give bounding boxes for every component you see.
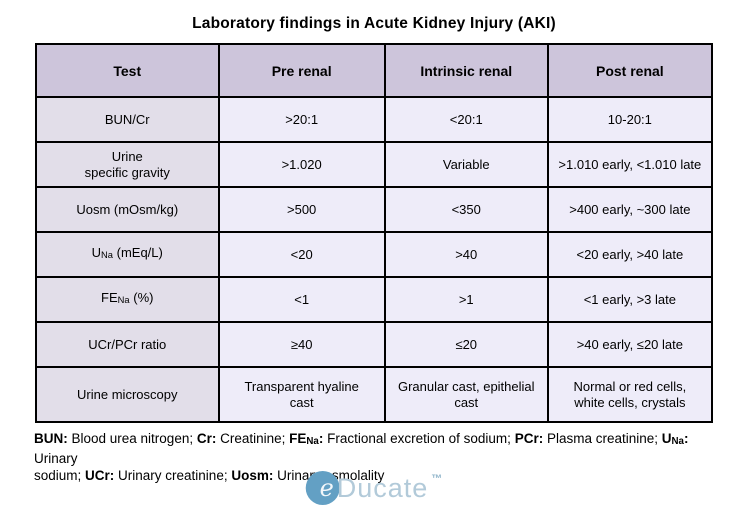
value-cell: Normal or red cells, white cells, crystal… [546,366,714,423]
value-cell: Transparent hyaline cast [217,366,386,423]
column-header: Post renal [546,43,714,98]
value-cell: >40 early, ≤20 late [546,321,714,368]
value-cell: ≤20 [383,321,549,368]
column-header: Pre renal [217,43,386,98]
value-cell: <20 [217,231,386,278]
educate-logo: e Ducate ™ [305,471,443,505]
table-row: Urine microscopy Transparent hyaline cast G… [35,366,714,423]
value-cell: Variable [383,141,549,188]
value-cell: >1.010 early, <1.010 late [546,141,714,188]
page-title: Laboratory findings in Acute Kidney Inju… [192,15,556,32]
value-cell: <1 early, >3 late [546,276,714,323]
value-cell: >500 [217,186,386,233]
value-cell: >400 early, ~300 late [546,186,714,233]
value-cell: 10-20:1 [546,96,714,143]
value-cell: ≥40 [217,321,386,368]
table-header-row: Test Pre renal Intrinsic renal Post renal [35,43,714,98]
table-row: Urine specific gravity >1.020 Variable >1.01… [35,141,714,188]
table-row: BUN/Cr >20:1 <20:1 10-20:1 [35,96,714,143]
value-cell: <20 early, >40 late [546,231,714,278]
logo-e-icon: e [305,471,340,505]
test-name-cell: Uosm (mOsm/kg) [35,186,220,233]
value-cell: Granular cast, epithelial cast [383,366,549,423]
value-cell: <20:1 [383,96,549,143]
value-cell: >20:1 [217,96,386,143]
logo-text: Ducate [336,472,429,503]
test-name-cell: UCr/PCr ratio [35,321,220,368]
test-name-cell: Urine specific gravity [35,141,220,188]
test-name-cell: UNa (mEq/L) [35,231,220,278]
column-header: Intrinsic renal [383,43,549,98]
value-cell: >40 [383,231,549,278]
test-name-cell: Urine microscopy [35,366,220,423]
table-row: FENa (%) <1 >1 <1 early, >3 late [35,276,714,323]
test-name-cell: BUN/Cr [35,96,220,143]
table-row: UNa (mEq/L) <20 >40 <20 early, >40 late [35,231,714,278]
test-name-cell: FENa (%) [35,276,220,323]
logo-initial: e [319,474,334,502]
value-cell: >1 [383,276,549,323]
value-cell: <350 [383,186,549,233]
column-header: Test [35,43,220,98]
aki-findings-table: Test Pre renal Intrinsic renal Post renal B… [35,43,714,423]
value-cell: <1 [217,276,386,323]
value-cell: >1.020 [217,141,386,188]
table-row: UCr/PCr ratio ≥40 ≤20 >40 early, ≤20 late [35,321,714,368]
table-row: Uosm (mOsm/kg) >500 <350 >400 early, ~300 l… [35,186,714,233]
abbreviations-footnote: BUN: Blood urea nitrogen; Cr: Creatinine… [34,431,689,484]
trademark-symbol: ™ [431,473,443,485]
